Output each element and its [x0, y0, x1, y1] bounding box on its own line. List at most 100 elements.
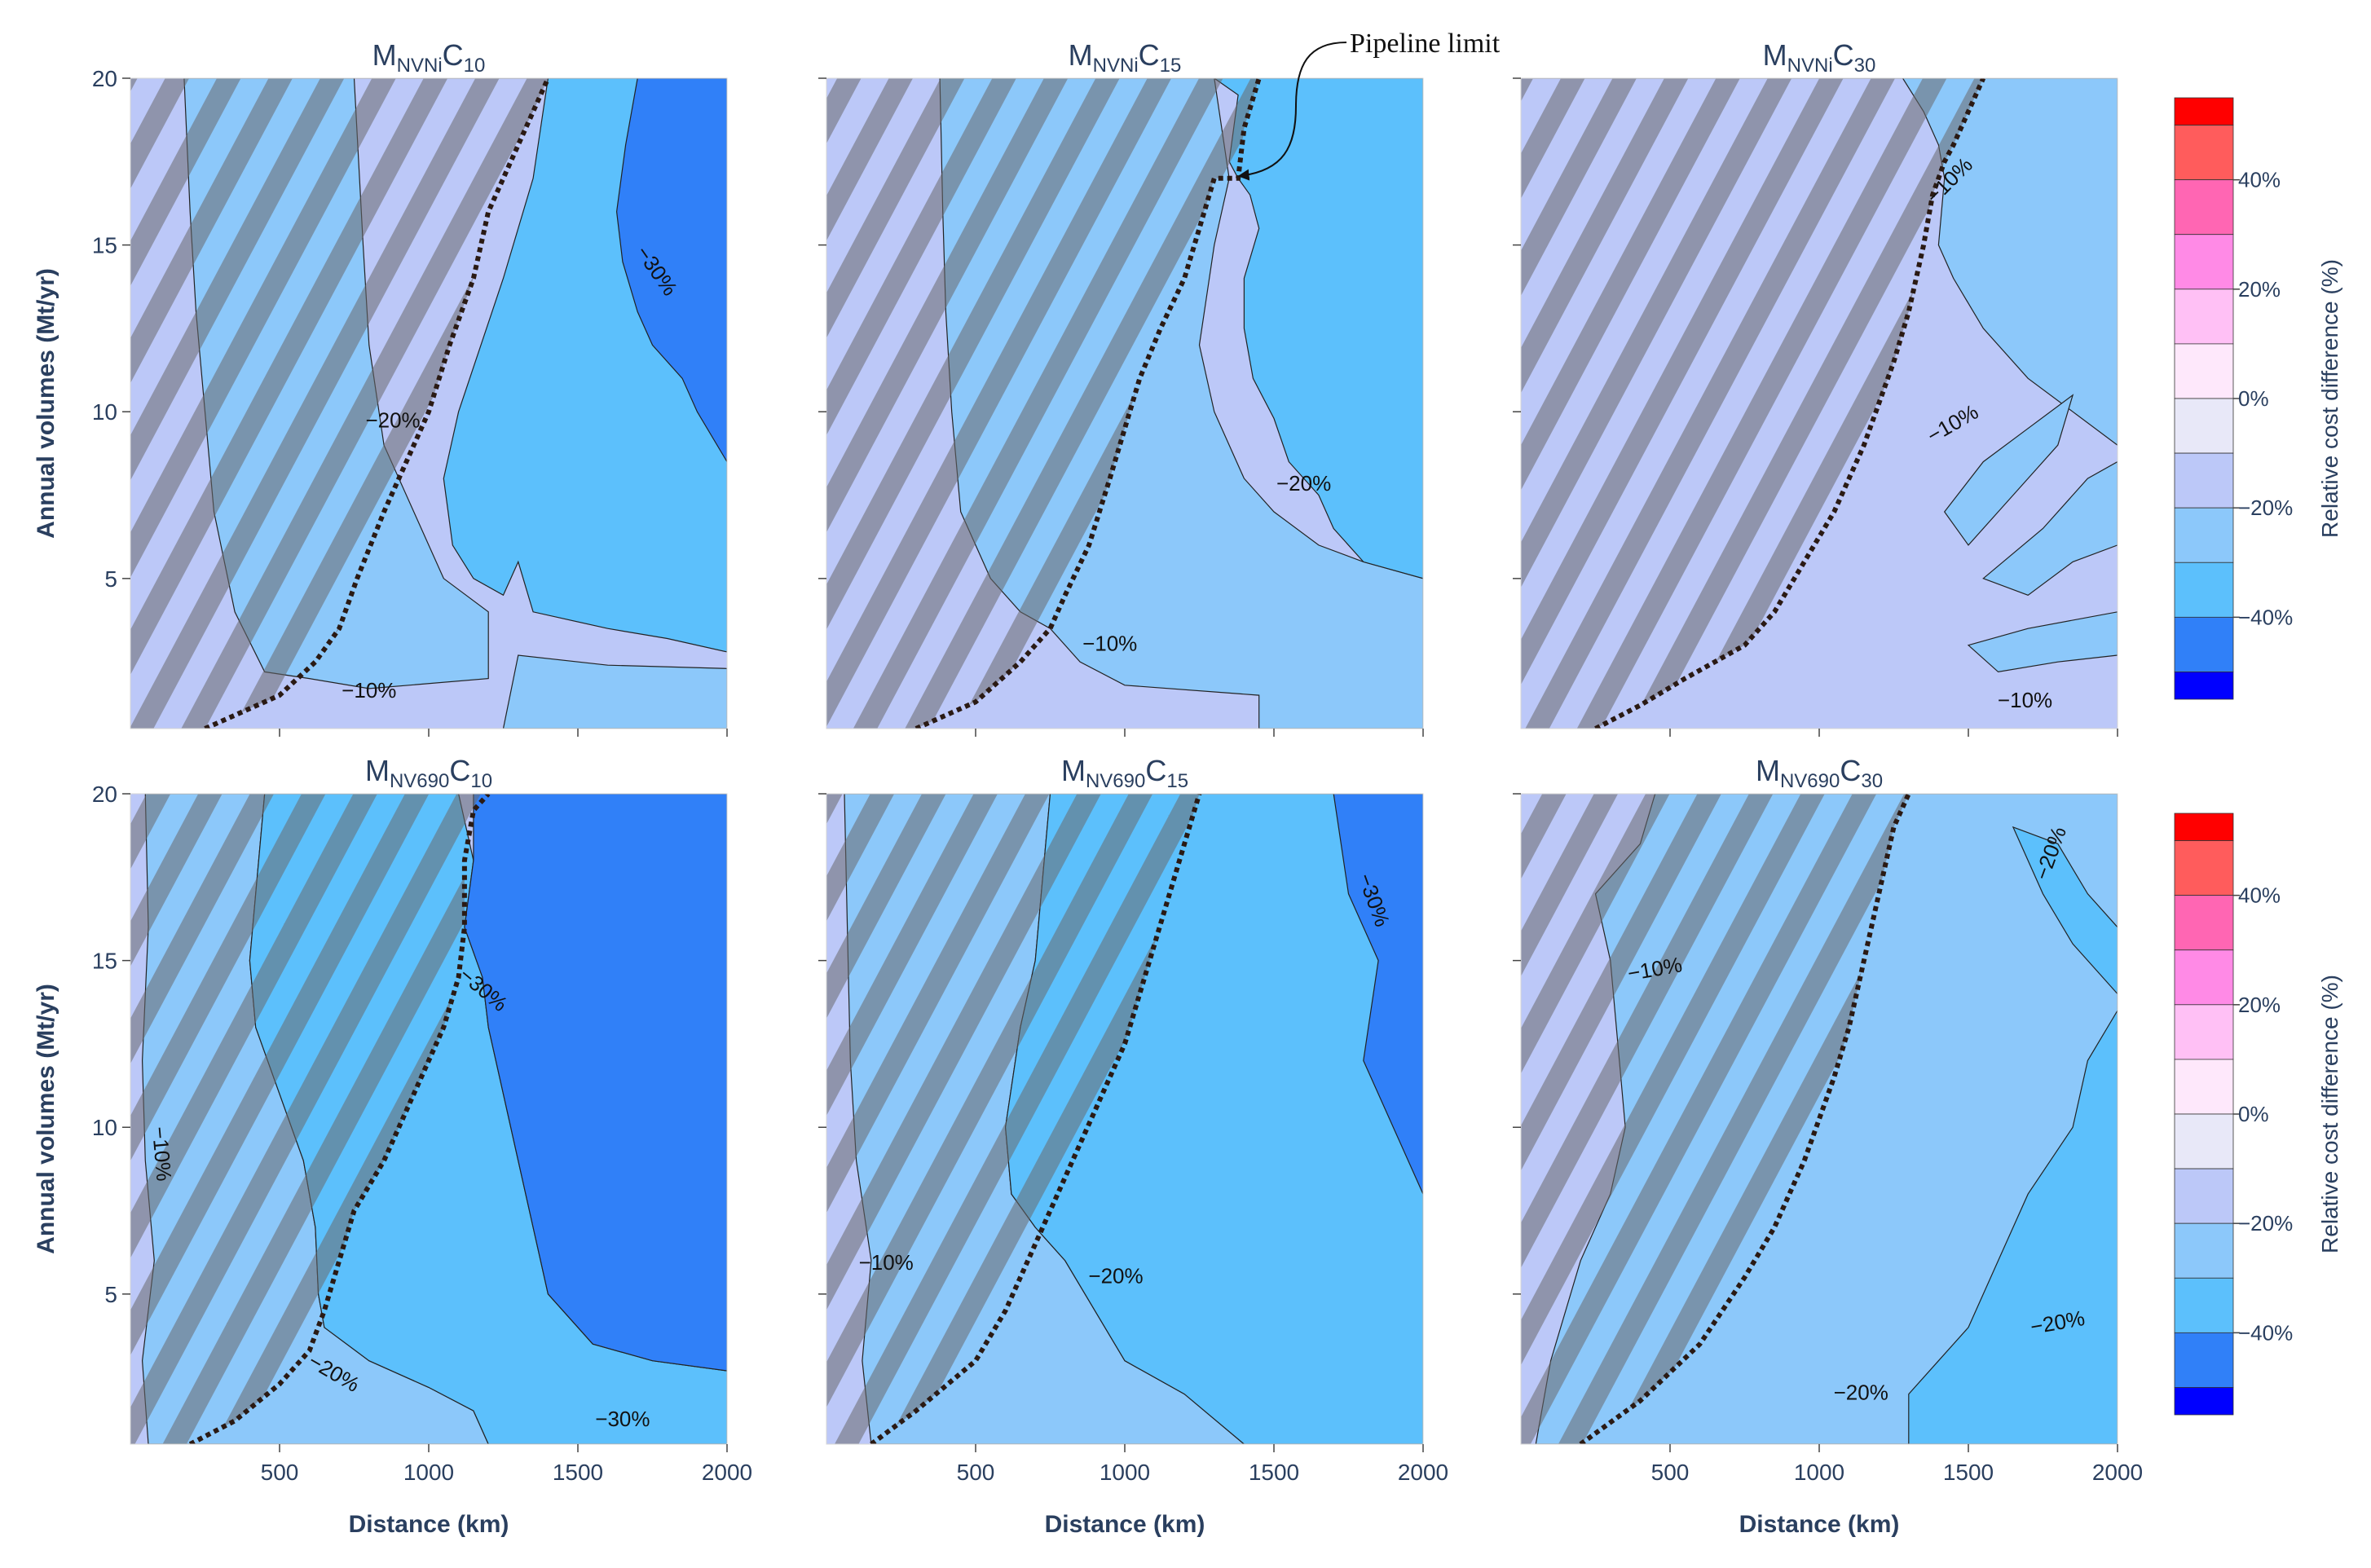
colorbar-swatch — [2174, 1387, 2234, 1416]
x-tick-label: 1500 — [1943, 1460, 1994, 1485]
x-axis-title: Distance (km) — [1045, 1511, 1205, 1538]
colorbar-swatch — [2174, 562, 2234, 618]
colorbar-swatch — [2174, 840, 2234, 896]
y-tick-label: 10 — [92, 399, 117, 425]
contour-label: −20% — [1088, 1263, 1143, 1288]
pipeline-limit-line — [204, 78, 551, 729]
panel-title: MNV690C10 — [365, 754, 492, 792]
title-subscript: 15 — [1160, 55, 1182, 77]
colorbar-swatch — [2174, 1332, 2234, 1388]
pipeline-limit-line — [1579, 794, 1911, 1444]
x-tick-label: 500 — [261, 1460, 299, 1485]
colorbar-tick-label: −40% — [2238, 1320, 2293, 1345]
colorbar-swatch — [2174, 895, 2234, 951]
panel-3: −10%−10%−10%MNVNiC30 — [1513, 38, 2118, 737]
colorbar-2: 40% 20% 0% −20% −40% Relative cost difference… — [2174, 813, 2342, 1416]
colorbar-swatch — [2174, 1277, 2234, 1333]
colorbar-swatch — [2174, 343, 2234, 399]
title-subscript: 30 — [1854, 55, 1876, 77]
title-text: C — [1139, 38, 1160, 72]
panel-title: MNV690C30 — [1756, 754, 1883, 792]
colorbar-swatch — [2174, 398, 2234, 454]
x-tick-label: 1500 — [553, 1460, 603, 1485]
title-subscript: 30 — [1861, 770, 1883, 792]
title-text: M — [1069, 38, 1093, 72]
title-text: M — [1756, 754, 1780, 787]
title-text: M — [1061, 754, 1086, 787]
colorbar-swatch — [2174, 234, 2234, 290]
plot-area: −10% −20% — [826, 78, 1423, 729]
infeasible-hatch — [826, 78, 1259, 729]
title-text: C — [449, 754, 470, 787]
colorbar-swatch — [2174, 1113, 2234, 1169]
plot-area: −10%−20%−20%−20% — [1521, 794, 2118, 1444]
contour-region — [1943, 394, 2074, 546]
contour-label: −20% — [1276, 471, 1331, 496]
colorbar-1: 40% 20% 0% −20% −40% Relative cost difference… — [2174, 97, 2342, 700]
title-text: M — [365, 754, 390, 787]
contour-region — [1908, 1009, 2118, 1444]
title-text: M — [372, 38, 397, 72]
colorbar-swatch — [2174, 125, 2234, 181]
plot-area: −10%−10%−10% — [1521, 78, 2118, 729]
infeasible-hatch — [130, 78, 549, 729]
title-subscript: NV690 — [1780, 770, 1840, 792]
colorbar-swatch — [2174, 507, 2234, 563]
infeasible-hatch — [1521, 794, 1909, 1444]
title-subscript: 10 — [470, 770, 492, 792]
colorbar-swatch — [2174, 97, 2234, 126]
y-tick-label: 15 — [92, 233, 117, 258]
colorbar-title: Relative cost difference (%) — [2317, 975, 2342, 1253]
x-tick-label: 1000 — [1794, 1460, 1844, 1485]
title-subscript: NV690 — [1086, 770, 1145, 792]
title-subscript: NVNi — [1093, 55, 1139, 77]
y-tick-label: 5 — [104, 1282, 117, 1307]
y-axis-title: Annual volumes (Mt/yr) — [33, 984, 59, 1254]
colorbar-swatch — [2174, 1168, 2234, 1224]
y-tick-label: 20 — [92, 782, 117, 807]
contour-region — [1967, 611, 2118, 673]
pipeline-limit-annotation: Pipeline limit — [1237, 29, 1501, 181]
contour-label: −10% — [1082, 632, 1137, 656]
title-text: C — [443, 38, 464, 72]
title-text: C — [1145, 754, 1166, 787]
pipeline-limit-line — [1594, 78, 1986, 729]
colorbar-swatch — [2174, 1004, 2234, 1060]
contour-label: −10% — [342, 678, 396, 703]
contour-region — [1982, 460, 2118, 596]
colorbar-swatch — [2174, 813, 2234, 841]
infeasible-hatch — [130, 794, 489, 1444]
x-tick-label: 1000 — [1100, 1460, 1150, 1485]
title-text: C — [1840, 754, 1861, 787]
colorbar-swatch — [2174, 616, 2234, 672]
panel-title: MNV690C15 — [1061, 754, 1188, 792]
contour-region — [2012, 826, 2118, 995]
colorbar-tick-label: 40% — [2238, 883, 2281, 908]
colorbar-title: Relative cost difference (%) — [2317, 259, 2342, 538]
contour-label: −10% — [859, 1250, 914, 1275]
colorbar-tick-label: −40% — [2238, 605, 2293, 629]
contour-region — [1333, 794, 1423, 1195]
y-axis-title: Annual volumes (Mt/yr) — [33, 268, 59, 539]
title-subscript: 15 — [1166, 770, 1188, 792]
plot-area: −10%−20%−30% — [130, 78, 727, 729]
colorbar-swatch — [2174, 1059, 2234, 1115]
colorbar-swatch — [2174, 452, 2234, 509]
colorbar-tick-label: −20% — [2238, 1211, 2293, 1235]
panel-title: MNVNiC30 — [1763, 38, 1876, 77]
x-tick-label: 1000 — [403, 1460, 454, 1485]
colorbar-swatch — [2174, 288, 2234, 345]
pipeline-limit-line — [870, 794, 1202, 1444]
contour-region — [615, 78, 727, 463]
colorbar-tick-label: −20% — [2238, 496, 2293, 520]
plot-area: −10%−20%−30%−30% — [130, 794, 727, 1444]
x-tick-label: 500 — [957, 1460, 995, 1485]
colorbar-swatch — [2174, 1222, 2234, 1279]
infeasible-hatch — [1521, 78, 1984, 729]
annotation-text: Pipeline limit — [1350, 29, 1501, 59]
